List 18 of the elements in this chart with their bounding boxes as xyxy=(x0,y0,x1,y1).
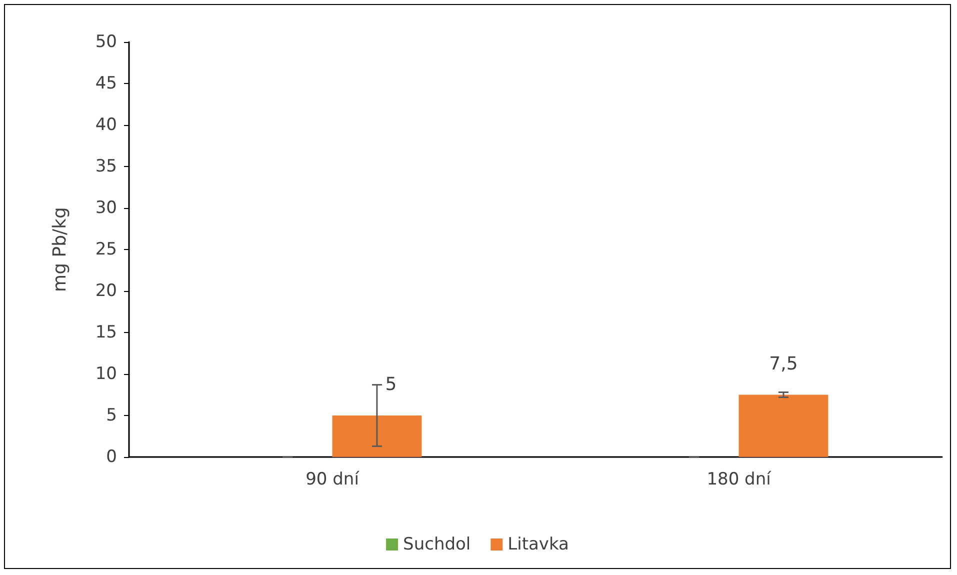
x-tick-label: 90 dní xyxy=(306,470,360,490)
y-tick-label: 20 xyxy=(95,281,117,301)
y-tick-label: 25 xyxy=(95,240,117,260)
data-label: 7,5 xyxy=(769,353,798,374)
y-tick-label: 30 xyxy=(95,198,117,218)
y-tick-label: 15 xyxy=(95,322,117,342)
y-tick-label: 35 xyxy=(95,156,117,176)
x-tick-label: 180 dní xyxy=(706,470,772,490)
y-tick-label: 50 xyxy=(95,32,117,52)
y-axis-title: mg Pb/kg xyxy=(50,207,70,292)
data-label: 5 xyxy=(385,374,397,395)
y-tick-label: 10 xyxy=(95,364,117,384)
legend-label: Suchdol xyxy=(403,534,471,554)
y-tick-label: 40 xyxy=(95,115,117,135)
y-tick-label: 45 xyxy=(95,74,117,94)
y-tick-label: 5 xyxy=(106,406,117,426)
y-tick-label: 0 xyxy=(106,447,117,467)
legend-label: Litavka xyxy=(508,534,569,554)
